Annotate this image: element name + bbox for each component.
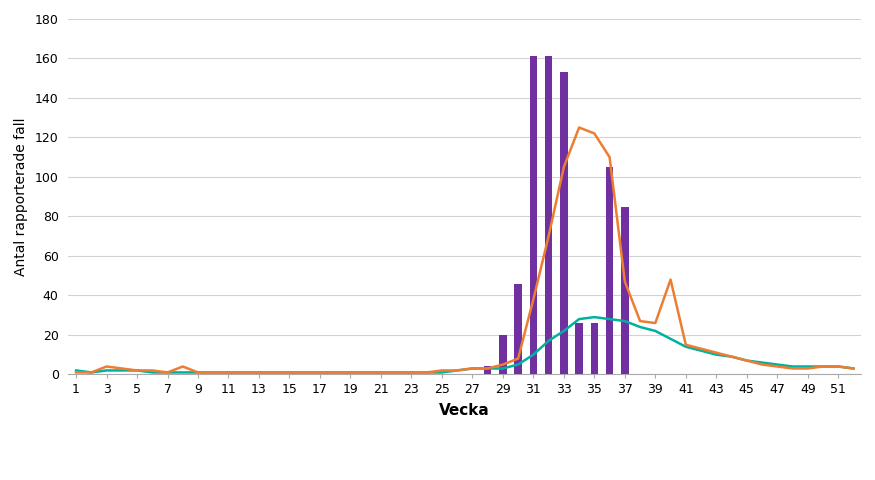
Bar: [514, 284, 522, 374]
Bar: [606, 167, 613, 374]
Bar: [621, 206, 628, 374]
Bar: [529, 57, 537, 374]
Bar: [575, 323, 583, 374]
Bar: [484, 367, 492, 374]
Y-axis label: Antal rapporterade fall: Antal rapporterade fall: [14, 118, 28, 276]
Bar: [591, 323, 598, 374]
Bar: [560, 72, 568, 374]
Bar: [499, 335, 507, 374]
X-axis label: Vecka: Vecka: [439, 403, 490, 419]
Bar: [545, 57, 552, 374]
